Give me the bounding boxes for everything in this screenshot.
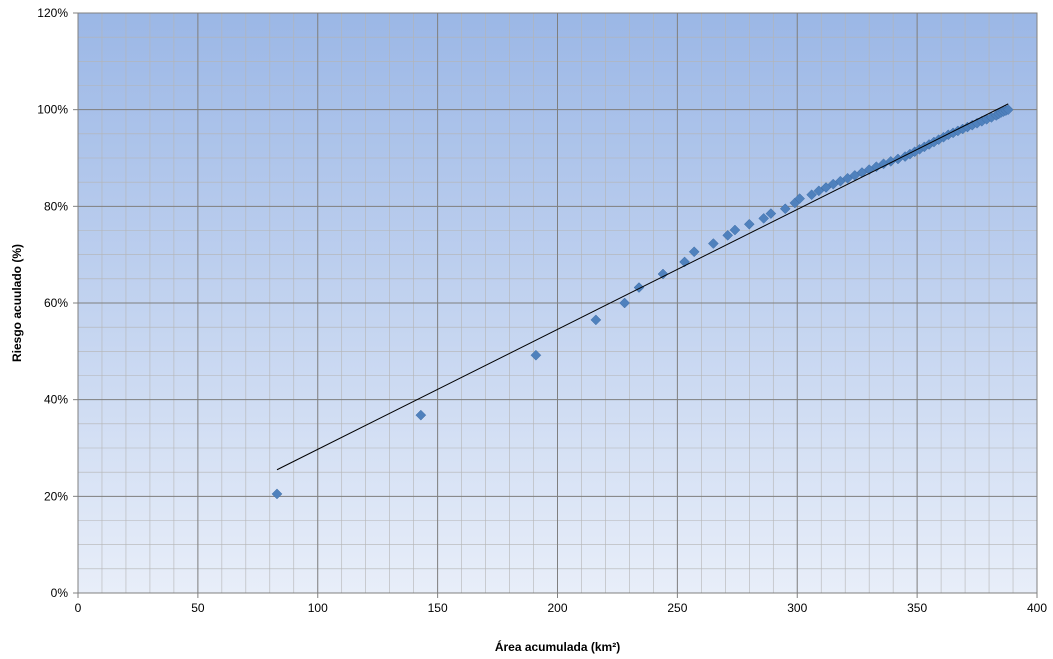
data-point bbox=[806, 189, 817, 201]
x-tick-label: 400 bbox=[1027, 601, 1047, 615]
data-point bbox=[657, 268, 669, 280]
data-points bbox=[271, 104, 1014, 500]
y-tick-label: 120% bbox=[37, 6, 68, 20]
data-point bbox=[729, 224, 741, 236]
y-axis-ticks: 0% 20% 40% 60% 80% 100% 120% bbox=[37, 6, 78, 600]
y-tick-label: 0% bbox=[51, 586, 69, 600]
data-point bbox=[794, 193, 806, 204]
x-tick-label: 200 bbox=[547, 601, 567, 615]
data-point bbox=[1002, 104, 1014, 116]
data-point bbox=[415, 409, 427, 421]
x-tick-label: 50 bbox=[191, 601, 205, 615]
data-point bbox=[590, 314, 602, 326]
y-tick-label: 60% bbox=[44, 296, 68, 310]
x-tick-label: 350 bbox=[907, 601, 927, 615]
data-point bbox=[707, 238, 719, 249]
data-point bbox=[688, 246, 700, 258]
y-tick-label: 100% bbox=[37, 103, 68, 117]
x-tick-label: 150 bbox=[428, 601, 448, 615]
x-tick-label: 250 bbox=[667, 601, 687, 615]
x-tick-label: 100 bbox=[308, 601, 328, 615]
x-axis-ticks: 0 50 100 150 200 250 300 350 400 bbox=[75, 593, 1047, 615]
y-tick-label: 40% bbox=[44, 393, 68, 407]
y-tick-label: 20% bbox=[44, 489, 68, 503]
data-point bbox=[765, 208, 777, 219]
trendline bbox=[276, 103, 1009, 471]
data-point bbox=[813, 185, 825, 197]
x-tick-label: 300 bbox=[787, 601, 807, 615]
data-point bbox=[758, 213, 770, 224]
data-point bbox=[779, 203, 791, 215]
x-tick-label: 0 bbox=[75, 601, 82, 615]
data-point bbox=[820, 182, 832, 193]
data-point bbox=[530, 349, 542, 361]
data-point bbox=[271, 488, 283, 500]
data-point bbox=[743, 218, 755, 230]
x-axis-title: Área acumulada (km²) bbox=[495, 639, 620, 654]
data-point bbox=[722, 229, 734, 241]
data-point bbox=[619, 297, 630, 309]
y-tick-label: 80% bbox=[44, 199, 68, 213]
y-axis-title: Riesgo acuulado (%) bbox=[10, 244, 24, 362]
